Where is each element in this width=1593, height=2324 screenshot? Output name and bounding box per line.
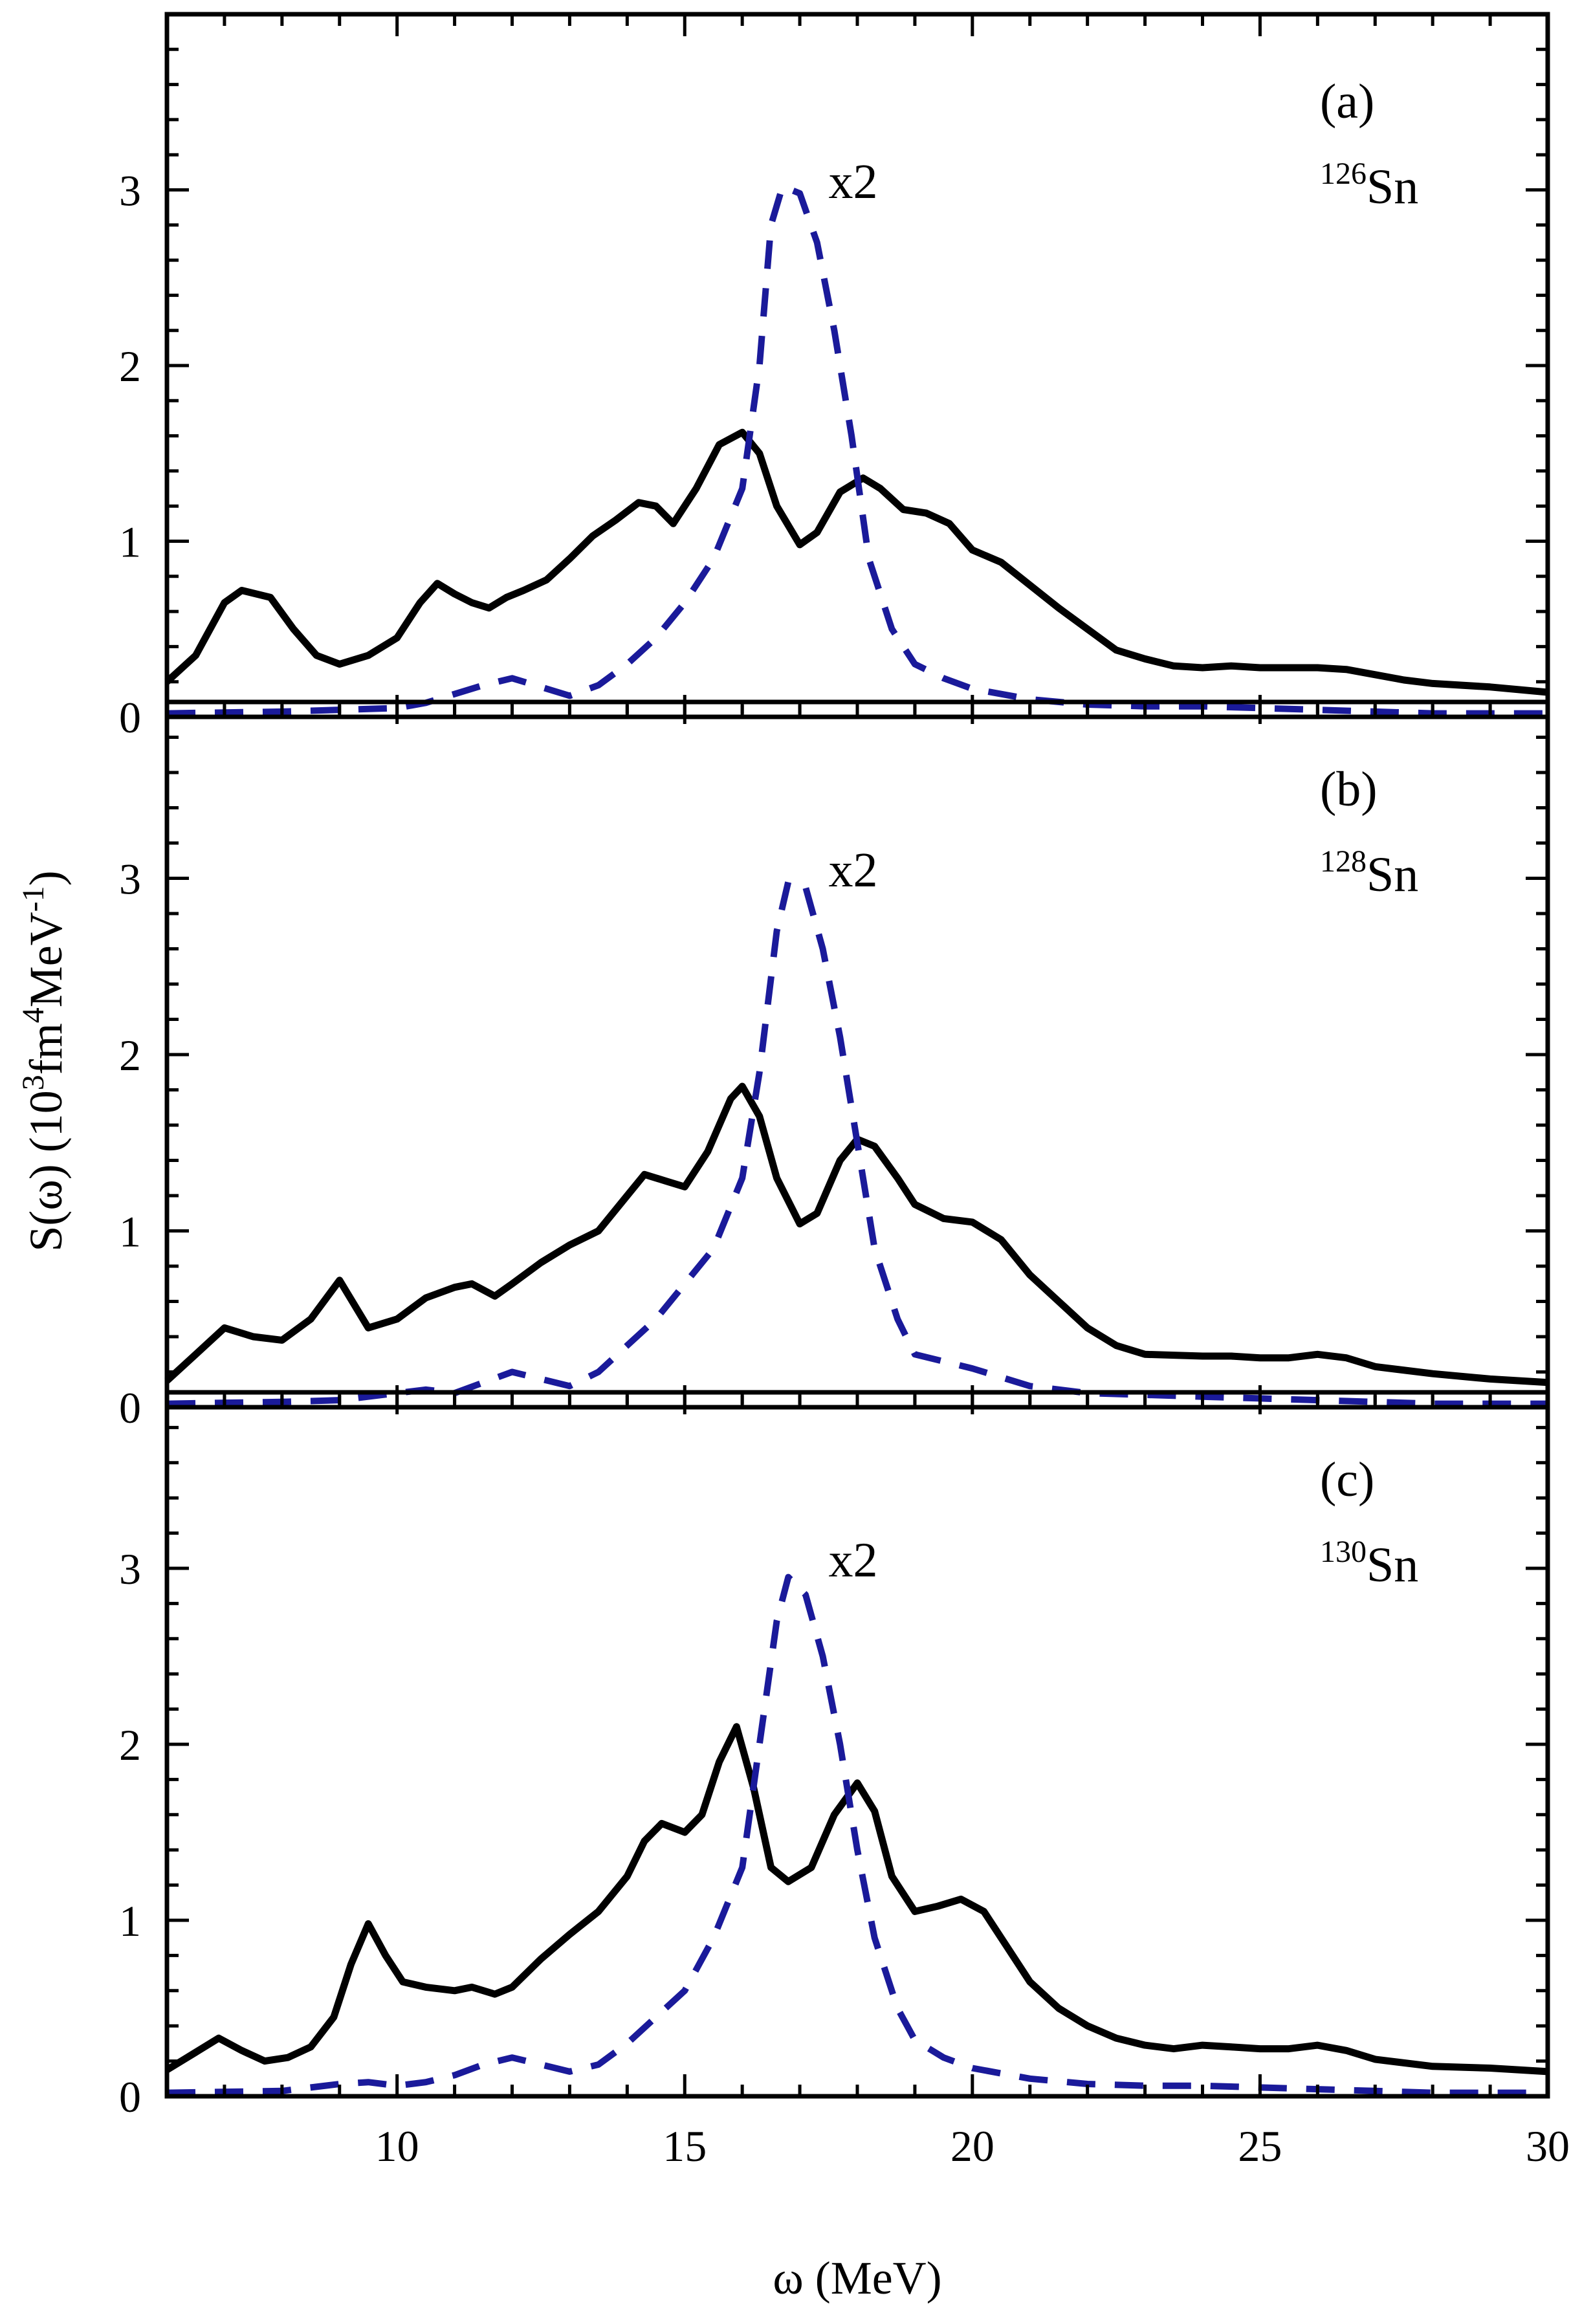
- y-tick-label: 0: [119, 1383, 141, 1432]
- isotope-label: 128Sn: [1320, 844, 1418, 902]
- y-tick-label: 3: [119, 855, 141, 904]
- y-tick-label: 1: [119, 1207, 141, 1256]
- dashed-series-line: [166, 183, 1548, 717]
- solid-series-line: [165, 1723, 1548, 2076]
- panel-label: (c): [1320, 1453, 1374, 1507]
- y-tick-label: 2: [119, 1720, 141, 1770]
- y-tick-label: 0: [119, 2072, 141, 2121]
- x-tick-label: 25: [1238, 2121, 1282, 2171]
- panel-b: 0 1 2 3 (b) 128Sn x2: [119, 699, 1550, 1432]
- dashed-series-line: [166, 1573, 1548, 2096]
- panel-label: (a): [1320, 74, 1374, 129]
- x-tick-label: 30: [1526, 2121, 1570, 2171]
- y-tick-label: 1: [119, 518, 141, 567]
- scale-annotation: x2: [829, 843, 878, 897]
- scale-annotation: x2: [829, 1533, 878, 1587]
- x-tick-label: 20: [950, 2121, 994, 2171]
- isotope-label: 130Sn: [1320, 1535, 1418, 1592]
- y-tick-label: 2: [119, 1031, 141, 1080]
- panel-label: (b): [1320, 762, 1378, 817]
- panels-group: 0 1 2 3 (a) 126Sn x2 0 1 2 3 (b) 128Sn x2 0 1 2 3 (c) 130Sn…: [119, 12, 1570, 2171]
- x-tick-label: 10: [375, 2121, 419, 2171]
- x-tick-label: 15: [663, 2121, 707, 2171]
- panel-a: 0 1 2 3 (a) 126Sn x2: [119, 12, 1550, 742]
- y-tick-label: 2: [119, 342, 141, 391]
- y-tick-label: 0: [119, 693, 141, 742]
- solid-series-line: [164, 428, 1548, 696]
- x-axis-label: ω (MeV): [773, 2252, 941, 2304]
- panel-c: 0 1 2 3 (c) 130Sn x2 10 15 20 25 30: [119, 1390, 1570, 2171]
- y-axis-label: S(ω) (103fm4MeV-1): [16, 870, 72, 1251]
- scale-annotation: x2: [829, 155, 878, 209]
- isotope-label: 126Sn: [1320, 157, 1418, 214]
- y-tick-label: 1: [119, 1896, 141, 1946]
- solid-series-line: [164, 1082, 1548, 1387]
- y-tick-label: 3: [119, 1544, 141, 1594]
- y-tick-label: 3: [119, 166, 141, 215]
